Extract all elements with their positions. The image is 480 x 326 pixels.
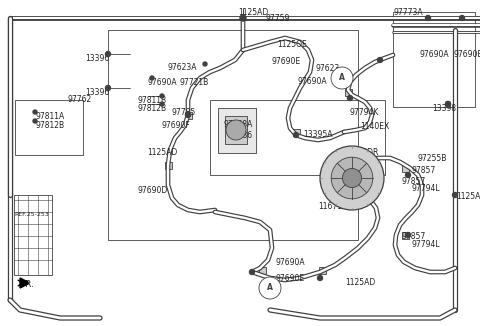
Text: 97690F: 97690F bbox=[161, 121, 190, 130]
Text: 1125AD: 1125AD bbox=[456, 192, 480, 201]
Circle shape bbox=[33, 110, 37, 114]
Bar bbox=[225, 116, 247, 144]
Circle shape bbox=[240, 15, 246, 21]
Text: A: A bbox=[339, 73, 345, 82]
Text: 97690A: 97690A bbox=[148, 78, 178, 87]
Text: 97623: 97623 bbox=[316, 64, 340, 73]
Text: 97857: 97857 bbox=[402, 232, 426, 241]
Text: 97812B: 97812B bbox=[137, 104, 166, 113]
Text: 97785: 97785 bbox=[172, 108, 196, 117]
Circle shape bbox=[259, 277, 281, 299]
Bar bbox=[14, 195, 52, 275]
Circle shape bbox=[331, 157, 373, 199]
Text: 97812B: 97812B bbox=[35, 121, 64, 130]
Circle shape bbox=[240, 16, 245, 21]
Text: 1140EX: 1140EX bbox=[360, 122, 389, 131]
Text: FR.: FR. bbox=[20, 280, 34, 289]
Text: 97690D: 97690D bbox=[138, 186, 168, 195]
Bar bbox=[218, 108, 256, 153]
Text: 97690A: 97690A bbox=[298, 77, 328, 86]
Text: 13395A: 13395A bbox=[303, 130, 333, 139]
Text: 97701: 97701 bbox=[336, 163, 360, 172]
Circle shape bbox=[445, 101, 451, 107]
Bar bbox=[108, 30, 358, 240]
Circle shape bbox=[348, 96, 352, 100]
Text: 11671: 11671 bbox=[318, 202, 342, 211]
Circle shape bbox=[445, 101, 451, 107]
Text: 97690E: 97690E bbox=[454, 50, 480, 59]
Text: 97811A: 97811A bbox=[35, 112, 64, 121]
Circle shape bbox=[406, 232, 410, 238]
Circle shape bbox=[203, 62, 207, 66]
Bar bbox=[210, 100, 385, 175]
Circle shape bbox=[453, 192, 457, 198]
Bar bbox=[345, 88, 351, 96]
Circle shape bbox=[106, 85, 110, 91]
Text: 1125AD: 1125AD bbox=[238, 8, 268, 17]
Text: 97690E: 97690E bbox=[271, 57, 300, 66]
Text: 97788A: 97788A bbox=[224, 120, 253, 129]
Bar bbox=[259, 266, 265, 274]
Text: 97773A: 97773A bbox=[393, 8, 422, 17]
Text: 97794L: 97794L bbox=[411, 240, 440, 249]
Text: 97794L: 97794L bbox=[411, 184, 440, 193]
Text: 13398: 13398 bbox=[432, 104, 456, 113]
Bar bbox=[393, 12, 475, 107]
Circle shape bbox=[317, 275, 323, 280]
Circle shape bbox=[226, 120, 246, 140]
Text: 1125AD: 1125AD bbox=[345, 278, 375, 287]
Circle shape bbox=[160, 94, 164, 98]
Circle shape bbox=[106, 52, 110, 56]
Text: 97857: 97857 bbox=[411, 166, 435, 175]
Text: 13386: 13386 bbox=[228, 131, 252, 140]
Circle shape bbox=[459, 16, 465, 21]
Text: 1125OE: 1125OE bbox=[277, 40, 307, 49]
Circle shape bbox=[406, 172, 410, 177]
Text: 97690E: 97690E bbox=[275, 274, 304, 283]
Circle shape bbox=[342, 169, 361, 187]
Text: 13396: 13396 bbox=[85, 54, 109, 63]
Circle shape bbox=[425, 16, 431, 21]
Text: REF.25-253: REF.25-253 bbox=[14, 212, 49, 217]
Text: 1125AD: 1125AD bbox=[147, 148, 177, 157]
Circle shape bbox=[250, 270, 254, 274]
Circle shape bbox=[150, 76, 154, 80]
Text: 1125DR: 1125DR bbox=[348, 148, 378, 157]
Bar bbox=[184, 111, 192, 118]
Circle shape bbox=[33, 119, 37, 123]
Circle shape bbox=[293, 132, 299, 138]
Text: 97759: 97759 bbox=[265, 14, 289, 23]
Polygon shape bbox=[20, 278, 28, 288]
Text: 97690A: 97690A bbox=[275, 258, 305, 267]
Text: 97794K: 97794K bbox=[349, 108, 378, 117]
Text: 97623A: 97623A bbox=[168, 63, 197, 72]
Circle shape bbox=[160, 102, 164, 106]
Bar bbox=[401, 165, 408, 171]
Text: 97721B: 97721B bbox=[180, 78, 209, 87]
Bar bbox=[15, 100, 83, 155]
Text: 97811B: 97811B bbox=[137, 96, 166, 105]
Text: 97857: 97857 bbox=[402, 177, 426, 186]
Text: 97762: 97762 bbox=[68, 95, 92, 104]
Circle shape bbox=[331, 67, 353, 89]
Text: 13396: 13396 bbox=[85, 88, 109, 97]
Bar bbox=[319, 266, 325, 274]
Bar bbox=[165, 161, 171, 169]
Bar bbox=[401, 231, 408, 239]
Text: 97690A: 97690A bbox=[420, 50, 450, 59]
Text: A: A bbox=[267, 284, 273, 292]
Text: 97255B: 97255B bbox=[418, 154, 447, 163]
Bar bbox=[292, 128, 300, 136]
Circle shape bbox=[377, 57, 383, 63]
Circle shape bbox=[185, 112, 191, 117]
Circle shape bbox=[320, 146, 384, 210]
